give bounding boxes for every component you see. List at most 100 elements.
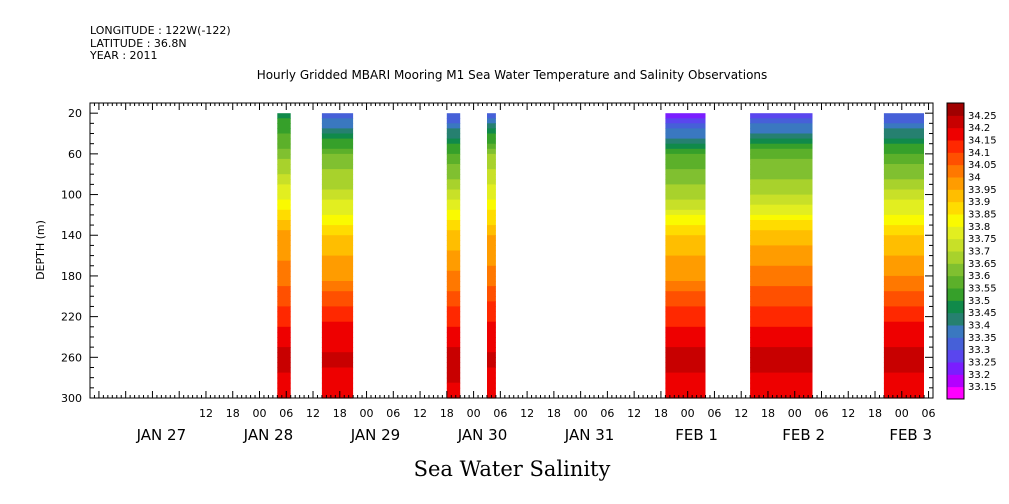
colorbar-swatch [947, 275, 964, 289]
salinity-cell [321, 362, 354, 369]
salinity-cell [750, 143, 813, 150]
salinity-cell [883, 331, 924, 338]
salinity-cell [665, 362, 706, 369]
salinity-cell [446, 326, 461, 333]
salinity-cell [750, 189, 813, 196]
colorbar-label: 34.05 [968, 160, 997, 171]
salinity-cell [883, 347, 924, 353]
salinity-cell [321, 281, 354, 287]
salinity-cell [446, 199, 461, 206]
y-tick-label: 220 [61, 311, 82, 324]
salinity-cell [277, 382, 291, 389]
salinity-cell [277, 143, 291, 150]
salinity-cell [883, 301, 924, 308]
salinity-cell [883, 225, 924, 231]
colorbar-label: 33.6 [968, 271, 990, 282]
salinity-cell [750, 204, 813, 211]
salinity-cell [487, 255, 496, 262]
salinity-cell [487, 296, 496, 302]
y-axis-label: DEPTH (m) [34, 220, 47, 280]
salinity-cell [750, 377, 813, 384]
salinity-cell [446, 291, 461, 297]
salinity-cell [487, 245, 496, 252]
salinity-cell [487, 357, 496, 363]
salinity-cell [665, 357, 706, 363]
salinity-cell [446, 270, 461, 277]
salinity-cell [321, 291, 354, 297]
x-tick-label: 18 [440, 407, 454, 420]
salinity-cell [321, 123, 354, 129]
salinity-cell [750, 153, 813, 160]
salinity-cell [487, 281, 496, 287]
salinity-cell [277, 265, 291, 272]
salinity-cell [665, 143, 706, 150]
colorbar-label: 33.9 [968, 197, 990, 208]
salinity-cell [665, 321, 706, 328]
salinity-cell [750, 214, 813, 221]
x-tick-label: 18 [226, 407, 240, 420]
salinity-cell [321, 286, 354, 292]
salinity-cell [665, 153, 706, 160]
salinity-cell [883, 342, 924, 348]
salinity-cell [487, 209, 496, 216]
salinity-cell [446, 220, 461, 226]
salinity-cell [665, 204, 706, 211]
salinity-cell [277, 301, 291, 308]
salinity-cell [487, 199, 496, 206]
salinity-cell [277, 169, 291, 175]
colorbar-label: 33.15 [968, 382, 997, 393]
salinity-cell [277, 245, 291, 252]
salinity-cell [277, 357, 291, 363]
salinity-cell [446, 113, 461, 119]
salinity-cell [487, 352, 496, 358]
colorbar-swatch [947, 140, 964, 153]
salinity-cell [446, 311, 461, 318]
salinity-cell [665, 342, 706, 348]
x-tick-label: 12 [413, 407, 427, 420]
salinity-cell [665, 179, 706, 185]
salinity-cell [750, 387, 813, 394]
salinity-cell [321, 296, 354, 302]
salinity-cell [277, 174, 291, 180]
colorbar-swatch [947, 362, 964, 375]
salinity-cell [277, 372, 291, 379]
colorbar-label: 33.2 [968, 370, 990, 381]
salinity-cell [883, 270, 924, 277]
salinity-cell [321, 158, 354, 165]
salinity-cell [883, 291, 924, 297]
salinity-cell [750, 209, 813, 216]
salinity-cell [277, 281, 291, 287]
salinity-cell [665, 214, 706, 221]
x-tick-label: 12 [841, 407, 855, 420]
colorbar-swatch [947, 164, 964, 178]
salinity-cell [750, 169, 813, 175]
salinity-cell [487, 179, 496, 185]
salinity-cell [883, 260, 924, 267]
salinity-cell [487, 326, 496, 333]
salinity-cell [446, 245, 461, 252]
data-segment [665, 113, 706, 399]
salinity-cell [665, 296, 706, 302]
colorbar-label: 34.2 [968, 123, 990, 134]
salinity-cell [883, 367, 924, 374]
colorbar-label: 34 [968, 173, 981, 184]
salinity-cell [321, 316, 354, 323]
salinity-cell [277, 148, 291, 155]
salinity-cell [665, 265, 706, 272]
salinity-cell [665, 235, 706, 241]
salinity-cell [321, 270, 354, 277]
salinity-cell [321, 392, 354, 399]
salinity-cell [750, 286, 813, 292]
y-tick-label: 180 [61, 270, 82, 283]
salinity-cell [883, 164, 924, 170]
salinity-cell [883, 255, 924, 262]
colorbar-label: 33.95 [968, 185, 997, 196]
salinity-cell [321, 352, 354, 358]
colorbar-swatch [947, 386, 964, 400]
salinity-cell [446, 347, 461, 353]
salinity-cell [277, 270, 291, 277]
salinity-cell [487, 347, 496, 353]
salinity-cell [883, 372, 924, 379]
salinity-cell [883, 189, 924, 196]
